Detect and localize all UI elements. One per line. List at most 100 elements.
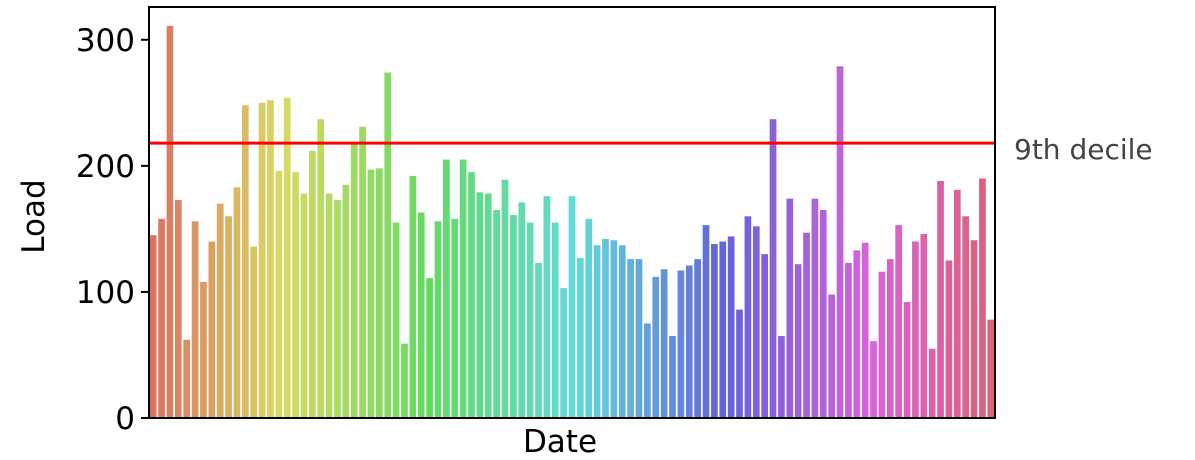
bar xyxy=(845,262,852,418)
bar xyxy=(610,240,618,418)
bar xyxy=(794,264,802,418)
y-tick-label: 0 xyxy=(115,401,135,437)
bar xyxy=(191,221,199,418)
bar xyxy=(417,212,425,418)
bar xyxy=(979,178,986,418)
bar xyxy=(593,245,601,418)
bar xyxy=(769,119,777,419)
bar xyxy=(166,25,174,418)
y-axis-title: Load xyxy=(16,179,52,253)
bar xyxy=(258,102,266,418)
bar xyxy=(225,216,232,418)
bar xyxy=(886,259,894,418)
bar xyxy=(468,172,475,418)
bar xyxy=(786,198,794,418)
bar xyxy=(861,242,869,418)
bar xyxy=(627,259,634,418)
bar xyxy=(359,126,366,419)
bar xyxy=(275,170,283,418)
bar xyxy=(493,209,500,418)
bar xyxy=(853,250,861,418)
bar xyxy=(568,196,576,418)
bar xyxy=(685,265,693,418)
y-tick-label: 200 xyxy=(76,149,135,185)
bar xyxy=(392,222,400,418)
bar xyxy=(711,244,718,418)
y-tick-label: 100 xyxy=(76,275,135,311)
bar xyxy=(233,187,241,418)
bar xyxy=(476,192,484,418)
bar xyxy=(920,233,928,418)
bars-group xyxy=(149,25,995,419)
bar xyxy=(535,262,542,418)
bar xyxy=(241,105,249,418)
bar xyxy=(928,348,936,418)
bar xyxy=(937,180,944,418)
bar xyxy=(618,245,626,418)
bar xyxy=(501,179,509,418)
bar xyxy=(778,336,785,418)
bar xyxy=(836,66,844,418)
bar xyxy=(334,199,341,418)
bar xyxy=(903,302,911,418)
bar xyxy=(635,259,643,418)
bar xyxy=(250,246,258,418)
bar xyxy=(384,72,392,418)
bar xyxy=(526,222,534,418)
bar xyxy=(912,241,919,418)
bar xyxy=(585,218,593,418)
bar xyxy=(962,216,970,418)
y-axis: 0 100 200 300 xyxy=(76,23,149,437)
bar xyxy=(669,336,676,418)
bar xyxy=(736,309,743,418)
bar xyxy=(644,323,651,418)
bar xyxy=(510,215,517,418)
bar xyxy=(308,150,316,418)
plot-frame xyxy=(148,6,996,419)
bar xyxy=(317,119,325,419)
bar xyxy=(719,241,727,418)
bar xyxy=(828,294,836,418)
bar xyxy=(803,232,810,418)
bar xyxy=(660,269,668,418)
y-tick-label: 300 xyxy=(76,23,135,59)
bar xyxy=(459,159,467,419)
bar xyxy=(702,225,710,418)
bar xyxy=(970,240,978,418)
bar xyxy=(376,168,383,418)
bar xyxy=(895,225,903,418)
bar xyxy=(451,218,459,418)
bar xyxy=(200,281,207,418)
bar xyxy=(484,193,492,418)
bar xyxy=(727,236,735,418)
bar xyxy=(870,341,877,418)
bar xyxy=(987,319,995,418)
bar xyxy=(819,209,827,418)
bar xyxy=(518,202,526,418)
bar xyxy=(577,257,584,418)
bar xyxy=(350,143,358,418)
bar xyxy=(551,222,559,418)
bar xyxy=(367,169,375,418)
bar xyxy=(325,193,333,418)
bar xyxy=(216,203,224,418)
bar xyxy=(183,339,191,418)
bar xyxy=(752,226,760,418)
bar xyxy=(292,172,299,418)
bar xyxy=(811,198,819,418)
bar xyxy=(267,100,274,418)
bar xyxy=(158,218,165,418)
x-axis-title: Date xyxy=(523,424,597,460)
bar xyxy=(677,270,685,418)
bar xyxy=(434,221,442,418)
bar xyxy=(283,97,291,419)
bar xyxy=(342,184,350,418)
bar xyxy=(945,260,953,418)
bar xyxy=(761,254,768,418)
bar xyxy=(401,343,408,418)
bar xyxy=(953,189,961,418)
bar xyxy=(149,235,157,418)
bar xyxy=(409,175,417,418)
ninth-decile-label: 9th decile xyxy=(1014,133,1153,166)
